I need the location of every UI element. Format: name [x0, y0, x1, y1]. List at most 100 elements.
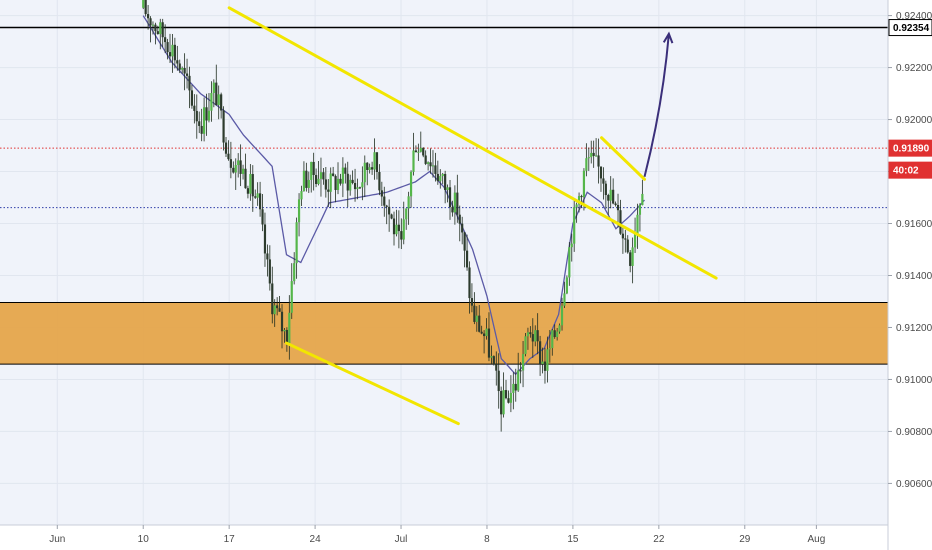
trendline-1[interactable] — [284, 341, 460, 426]
candle-body — [239, 160, 242, 174]
candle-body — [434, 165, 437, 174]
candle — [305, 162, 308, 192]
candle — [200, 108, 203, 142]
candle — [456, 174, 459, 223]
candle-body — [607, 195, 610, 201]
candle-body — [539, 341, 542, 365]
candle — [283, 328, 286, 343]
candle-body — [344, 167, 347, 174]
candle-body — [497, 370, 500, 392]
candle-body — [424, 155, 427, 164]
candle — [302, 161, 306, 192]
candle — [383, 186, 386, 217]
candle — [234, 158, 237, 190]
candle — [258, 181, 262, 217]
candle-body — [483, 333, 486, 337]
countdown-tag-box — [888, 161, 932, 179]
candle — [405, 208, 408, 230]
candle-body — [202, 107, 206, 134]
trendline-2[interactable] — [600, 136, 647, 181]
candle — [154, 22, 157, 45]
candle — [633, 217, 637, 253]
candle-body — [388, 206, 391, 215]
candle-body — [149, 18, 152, 26]
candle — [351, 170, 354, 185]
candle-body — [173, 44, 176, 61]
candle-body — [616, 204, 620, 211]
candle — [375, 152, 379, 180]
candle-body — [463, 232, 466, 251]
candle-body — [336, 178, 340, 191]
candle — [207, 92, 211, 123]
candle-body — [288, 312, 291, 344]
candle-body — [234, 164, 237, 173]
y-tick-label: 0.91200 — [896, 323, 932, 334]
candle-body — [273, 305, 276, 315]
candle — [604, 180, 607, 209]
current-price-tag-box — [888, 139, 932, 157]
candle-body — [227, 153, 230, 160]
candle-body — [502, 390, 505, 415]
candle — [349, 174, 352, 196]
candles — [142, 0, 644, 432]
candle-body — [207, 110, 211, 121]
candle — [439, 169, 442, 189]
candle-body — [612, 189, 615, 204]
projection-arrow[interactable] — [643, 33, 670, 177]
candle — [256, 182, 259, 206]
candle — [502, 372, 505, 418]
candle — [322, 168, 325, 185]
candle-body — [356, 187, 359, 190]
candle-body — [400, 231, 403, 240]
candle — [159, 18, 162, 50]
candle-body — [546, 349, 549, 371]
candle-body — [595, 155, 598, 157]
candle-body — [412, 150, 415, 172]
trendline-0[interactable] — [227, 6, 718, 280]
candle-body — [405, 208, 408, 220]
candle — [458, 205, 461, 242]
candle-body — [446, 187, 449, 191]
projection-arrow-head[interactable] — [662, 31, 674, 44]
candle — [461, 216, 464, 245]
candle-body — [409, 171, 413, 197]
candle — [193, 94, 196, 124]
candle — [151, 21, 155, 35]
candle-body — [629, 252, 632, 266]
level-price-tag-text: 0.92354 — [893, 23, 930, 34]
candle-body — [478, 315, 481, 332]
candle — [388, 199, 391, 232]
candle-body — [361, 182, 364, 188]
candle-body — [312, 161, 315, 176]
candle-body — [470, 298, 474, 306]
candle — [341, 157, 344, 198]
candle-body — [453, 192, 456, 213]
candle — [473, 292, 476, 325]
candle — [551, 329, 554, 356]
candle — [142, 0, 145, 10]
candle — [448, 179, 452, 220]
candle-body — [198, 121, 201, 126]
candle-body — [314, 175, 318, 185]
annotations[interactable] — [227, 6, 718, 426]
candle-body — [417, 151, 420, 153]
candle-body — [229, 159, 232, 168]
candle-body — [490, 356, 493, 358]
candle-body — [151, 24, 155, 26]
candle-body — [171, 44, 174, 57]
candle-body — [251, 174, 254, 197]
candle-body — [351, 179, 354, 184]
candle — [558, 323, 561, 334]
candle-body — [465, 250, 469, 268]
candle — [480, 325, 483, 335]
candle — [609, 176, 612, 209]
candle — [565, 275, 568, 295]
candle — [181, 66, 184, 74]
candle-body — [444, 173, 447, 191]
candle-body — [222, 110, 225, 143]
candle — [220, 92, 223, 119]
candle-body — [448, 187, 452, 208]
candle — [521, 340, 525, 388]
